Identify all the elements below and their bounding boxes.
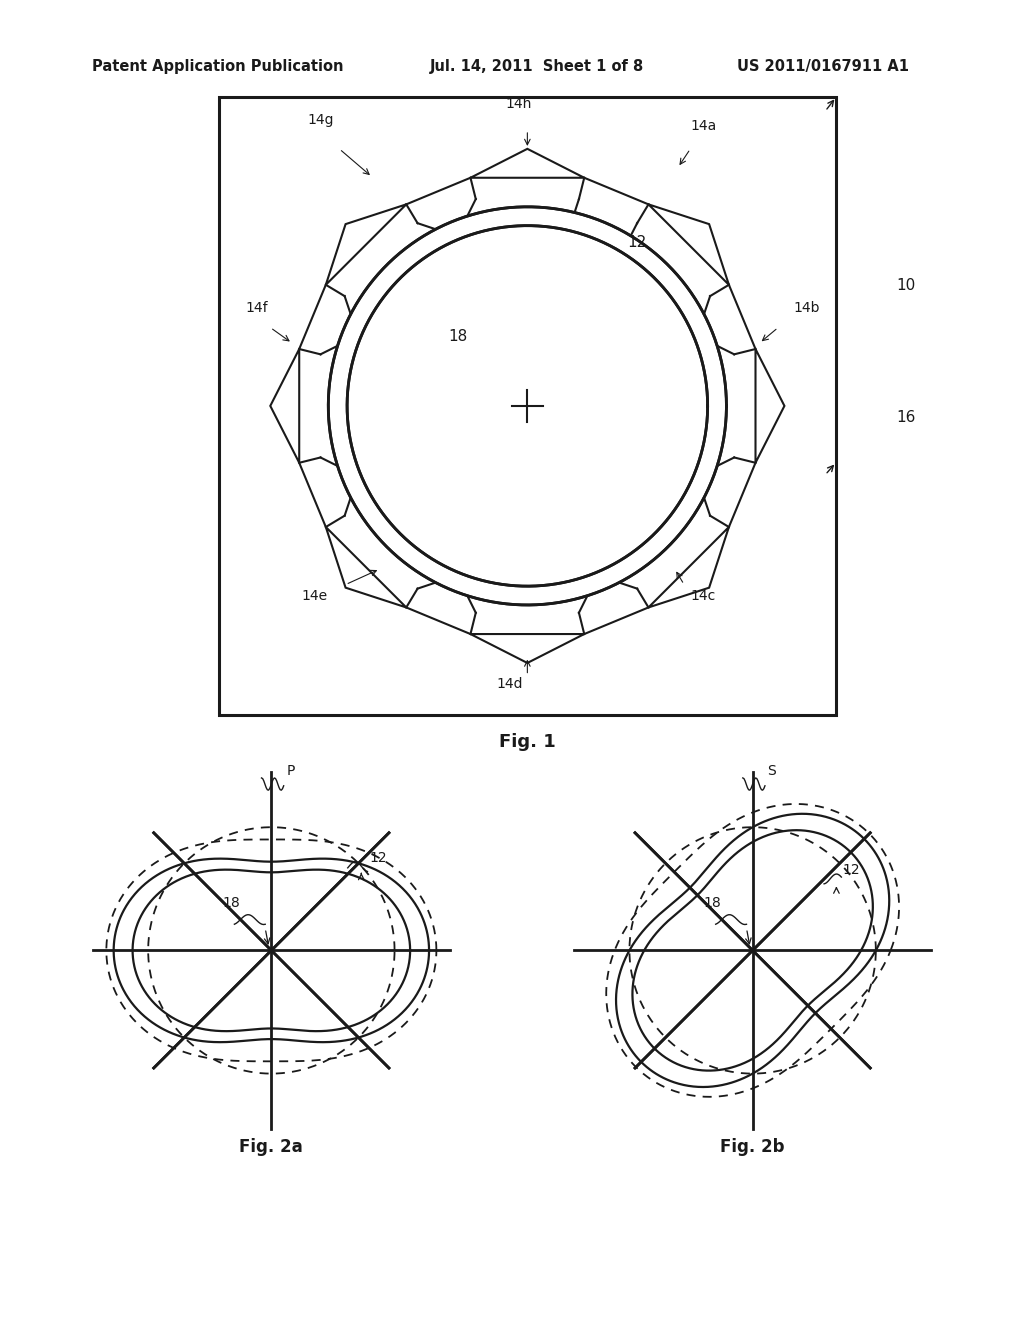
Text: 12: 12 (370, 850, 387, 865)
Text: US 2011/0167911 A1: US 2011/0167911 A1 (737, 59, 909, 74)
Text: 16: 16 (896, 411, 915, 425)
Polygon shape (270, 348, 299, 463)
Text: 14c: 14c (690, 589, 716, 603)
Polygon shape (347, 226, 708, 586)
Text: Fig. 2a: Fig. 2a (240, 1138, 303, 1156)
Text: 14f: 14f (245, 301, 268, 315)
Text: 14g: 14g (308, 112, 335, 127)
Polygon shape (326, 527, 407, 607)
Polygon shape (696, 285, 756, 354)
Text: 10: 10 (896, 279, 915, 293)
Text: 14a: 14a (690, 119, 717, 133)
Text: 14h: 14h (506, 98, 531, 111)
Text: P: P (286, 764, 295, 779)
Text: 18: 18 (222, 896, 240, 911)
Text: Patent Application Publication: Patent Application Publication (92, 59, 344, 74)
Polygon shape (457, 178, 648, 576)
Polygon shape (326, 205, 407, 285)
Polygon shape (470, 634, 585, 663)
Text: 18: 18 (703, 896, 721, 911)
Text: Fig. 1: Fig. 1 (499, 733, 556, 751)
Text: S: S (767, 764, 776, 779)
Text: 18: 18 (449, 330, 468, 345)
Polygon shape (299, 285, 358, 354)
Polygon shape (579, 576, 648, 634)
Polygon shape (299, 458, 358, 527)
Text: 14e: 14e (302, 589, 328, 603)
Text: Jul. 14, 2011  Sheet 1 of 8: Jul. 14, 2011 Sheet 1 of 8 (430, 59, 644, 74)
Polygon shape (407, 178, 476, 236)
Text: 14b: 14b (794, 301, 820, 315)
Polygon shape (407, 576, 476, 634)
Polygon shape (329, 207, 726, 605)
Polygon shape (648, 527, 729, 607)
Text: 12: 12 (628, 235, 647, 251)
Text: 12: 12 (843, 863, 860, 876)
Text: 14d: 14d (496, 677, 522, 692)
Polygon shape (756, 348, 784, 463)
Polygon shape (696, 458, 756, 527)
Polygon shape (648, 205, 729, 285)
Text: Fig. 2b: Fig. 2b (721, 1138, 784, 1156)
Polygon shape (470, 149, 585, 178)
